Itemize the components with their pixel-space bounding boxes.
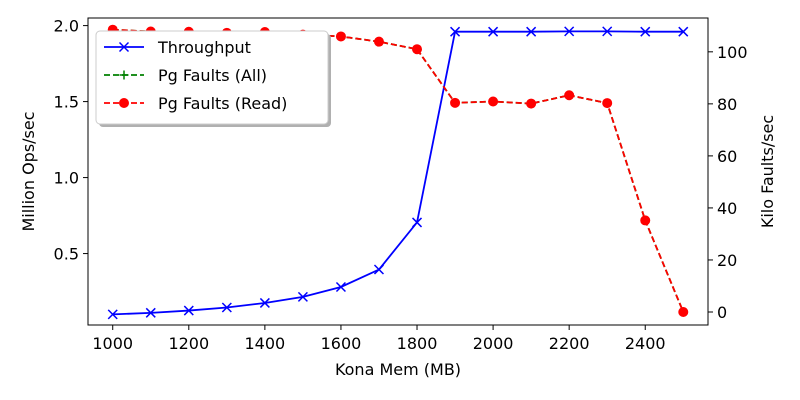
legend-label: Pg Faults (Read)	[158, 94, 287, 113]
data-point	[118, 41, 130, 53]
data-point	[373, 264, 385, 275]
data-point	[221, 302, 232, 313]
y-left-tick-label: 0.5	[54, 245, 79, 264]
data-point	[488, 96, 499, 107]
x-tick-label: 2400	[625, 334, 666, 353]
legend-label: Throughput	[157, 38, 251, 57]
y-right-tick-label: 60	[717, 147, 737, 166]
legend-entry: Pg Faults (All)	[104, 66, 267, 85]
data-point	[411, 217, 423, 228]
y-left-tick-label: 1.0	[54, 169, 79, 188]
y-right-tick-label: 40	[717, 199, 737, 218]
y-left-tick-label: 1.5	[54, 93, 79, 112]
data-point	[640, 26, 651, 37]
data-point	[602, 98, 613, 109]
series-throughput	[107, 26, 689, 320]
series-line	[112, 30, 684, 316]
data-point	[488, 26, 499, 37]
legend-box	[95, 30, 329, 125]
data-point	[335, 31, 346, 42]
axes-frame	[87, 17, 709, 326]
data-point	[564, 26, 575, 37]
data-point	[183, 305, 194, 316]
data-point	[564, 90, 575, 101]
data-point	[640, 215, 651, 226]
x-tick-label: 1200	[168, 334, 209, 353]
legend: Throughput Pg Faults (All) Pg Faults (Read…	[95, 30, 331, 127]
y-axis-right-label: Kilo Faults/sec	[758, 115, 777, 228]
data-point	[450, 97, 461, 108]
legend-entry: Pg Faults (Read)	[104, 94, 287, 113]
y-left-tick-label: 2.0	[54, 17, 79, 36]
y-right-tick-label: 20	[717, 251, 737, 270]
data-point	[335, 281, 346, 293]
data-point	[412, 44, 423, 55]
x-tick-label: 1800	[397, 334, 438, 353]
data-point	[450, 26, 461, 37]
data-point	[526, 98, 537, 109]
x-axis-label: Kona Mem (MB)	[335, 360, 461, 379]
y-right-tick-label: 100	[717, 43, 748, 62]
x-tick-label: 2000	[473, 334, 514, 353]
data-point	[526, 26, 537, 37]
x-tick-label: 2200	[549, 334, 590, 353]
y-right-tick-label: 0	[717, 303, 727, 322]
y-right-tick-label: 80	[717, 95, 737, 114]
data-point	[259, 297, 270, 308]
data-point	[678, 306, 689, 317]
x-tick-label: 1000	[92, 334, 133, 353]
x-tick-label: 1600	[321, 334, 362, 353]
legend-label: Pg Faults (All)	[158, 66, 267, 85]
data-point	[119, 70, 129, 80]
data-point	[373, 36, 384, 47]
data-point	[678, 26, 689, 37]
x-tick-label: 1400	[245, 334, 286, 353]
y-axis-left-label: Million Ops/sec	[19, 111, 38, 231]
legend-entry: Throughput	[104, 38, 251, 57]
data-point	[602, 26, 613, 37]
data-point	[297, 291, 308, 302]
data-point	[119, 98, 129, 108]
data-point	[145, 307, 156, 318]
ticks: 1000 1200 1400 1600 1800 2000 2200 24000.51.01.…	[54, 17, 748, 353]
data-point	[107, 309, 118, 320]
